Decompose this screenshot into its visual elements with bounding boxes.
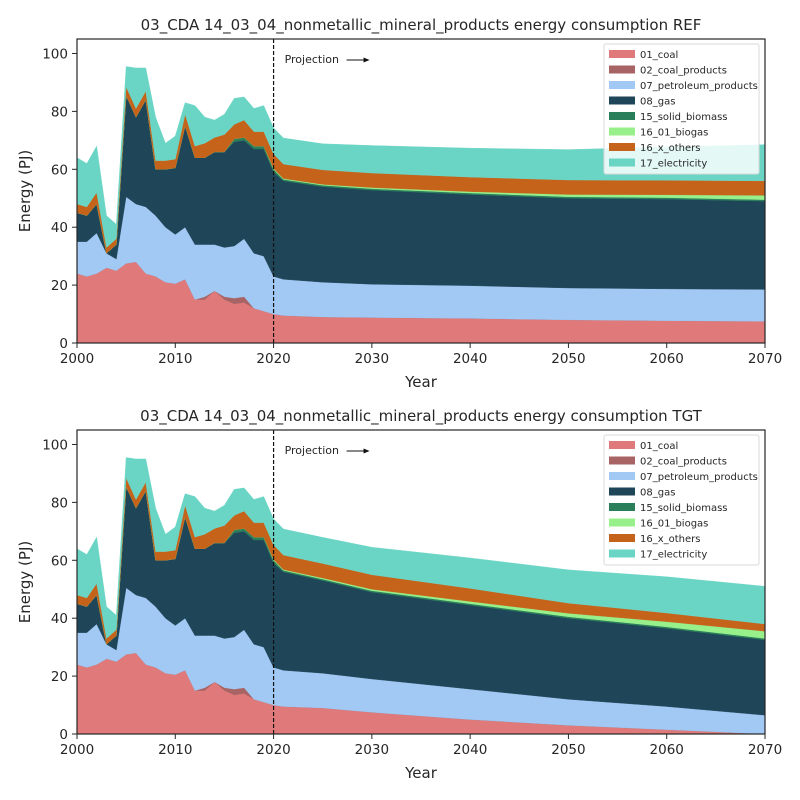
legend-swatch-08_gas bbox=[609, 487, 635, 496]
legend-entry: 08_gas bbox=[640, 488, 675, 499]
y-tick-label: 20 bbox=[51, 669, 68, 685]
y-tick-label: 60 bbox=[51, 553, 68, 569]
legend-swatch-02_coal_products bbox=[609, 456, 635, 465]
y-tick-label: 0 bbox=[59, 727, 68, 743]
legend-entry: 07_petroleum_products bbox=[640, 81, 758, 92]
y-tick-label: 60 bbox=[51, 162, 68, 178]
legend-swatch-16_01_biogas bbox=[609, 518, 635, 527]
legend-box bbox=[603, 43, 760, 175]
legend-entry: 16_01_biogas bbox=[640, 519, 708, 530]
x-tick-label: 2030 bbox=[355, 742, 389, 758]
legend-entry: 07_petroleum_products bbox=[640, 472, 758, 483]
legend-entry: 01_coal bbox=[640, 50, 678, 61]
x-tick-label: 2020 bbox=[256, 742, 290, 758]
x-axis-label: Year bbox=[404, 764, 438, 782]
x-tick-label: 2010 bbox=[158, 351, 192, 367]
legend-entry: 17_electricity bbox=[640, 159, 707, 170]
legend-swatch-08_gas bbox=[609, 96, 635, 105]
legend-entry: 01_coal bbox=[640, 441, 678, 452]
legend-swatch-16_x_others bbox=[609, 534, 635, 542]
legend-entry: 02_coal_products bbox=[640, 66, 727, 77]
x-tick-label: 2070 bbox=[748, 742, 782, 758]
y-tick-label: 80 bbox=[51, 495, 68, 511]
y-tick-label: 80 bbox=[51, 104, 68, 120]
y-tick-label: 40 bbox=[51, 220, 68, 236]
x-axis-label: Year bbox=[404, 373, 438, 391]
x-tick-label: 2000 bbox=[60, 351, 94, 367]
x-tick-label: 2040 bbox=[453, 351, 487, 367]
legend-entry: 15_solid_biomass bbox=[640, 112, 728, 123]
legend-swatch-01_coal bbox=[609, 441, 635, 449]
legend-swatch-07_petroleum_products bbox=[609, 81, 635, 89]
legend-swatch-01_coal bbox=[609, 50, 635, 58]
x-tick-label: 2070 bbox=[748, 351, 782, 367]
plot-frame bbox=[76, 429, 766, 735]
y-tick-label: 40 bbox=[51, 611, 68, 627]
y-tick-label: 20 bbox=[51, 278, 68, 294]
legend-entry: 15_solid_biomass bbox=[640, 503, 728, 514]
x-tick-label: 2030 bbox=[355, 351, 389, 367]
y-tick-label: 0 bbox=[59, 336, 68, 352]
y-tick-label: 100 bbox=[42, 46, 68, 62]
legend-entry: 17_electricity bbox=[640, 550, 707, 561]
x-tick-label: 2010 bbox=[158, 742, 192, 758]
x-tick-label: 2040 bbox=[453, 742, 487, 758]
x-tick-label: 2050 bbox=[551, 351, 585, 367]
x-tick-label: 2060 bbox=[650, 742, 684, 758]
projection-label: Projection bbox=[285, 53, 339, 66]
plot-frame bbox=[76, 38, 766, 344]
legend-swatch-15_solid_biomass bbox=[609, 503, 635, 511]
y-axis-label: Energy (PJ) bbox=[16, 541, 34, 623]
legend-swatch-17_electricity bbox=[609, 158, 635, 167]
projection-label: Projection bbox=[285, 444, 339, 457]
projection-arrow-head bbox=[363, 57, 370, 63]
legend-swatch-15_solid_biomass bbox=[609, 112, 635, 120]
x-tick-label: 2020 bbox=[256, 351, 290, 367]
y-tick-label: 100 bbox=[42, 437, 68, 453]
x-tick-label: 2060 bbox=[650, 351, 684, 367]
y-axis-label: Energy (PJ) bbox=[16, 150, 34, 232]
legend-swatch-16_01_biogas bbox=[609, 127, 635, 136]
x-tick-label: 2050 bbox=[551, 742, 585, 758]
legend-swatch-07_petroleum_products bbox=[609, 472, 635, 480]
projection-arrow-head bbox=[363, 448, 370, 454]
legend-entry: 08_gas bbox=[640, 97, 675, 108]
legend-entry: 02_coal_products bbox=[640, 457, 727, 468]
legend-entry: 16_01_biogas bbox=[640, 128, 708, 139]
legend-swatch-02_coal_products bbox=[609, 65, 635, 74]
legend-entry: 16_x_others bbox=[640, 143, 701, 154]
legend-entry: 16_x_others bbox=[640, 534, 701, 545]
legend-box bbox=[603, 434, 760, 566]
legend-swatch-16_x_others bbox=[609, 143, 635, 151]
chart-title: 03_CDA 14_03_04_nonmetallic_mineral_prod… bbox=[141, 16, 702, 35]
chart-title: 03_CDA 14_03_04_nonmetallic_mineral_prod… bbox=[140, 407, 702, 426]
x-tick-label: 2000 bbox=[60, 742, 94, 758]
legend-swatch-17_electricity bbox=[609, 549, 635, 558]
